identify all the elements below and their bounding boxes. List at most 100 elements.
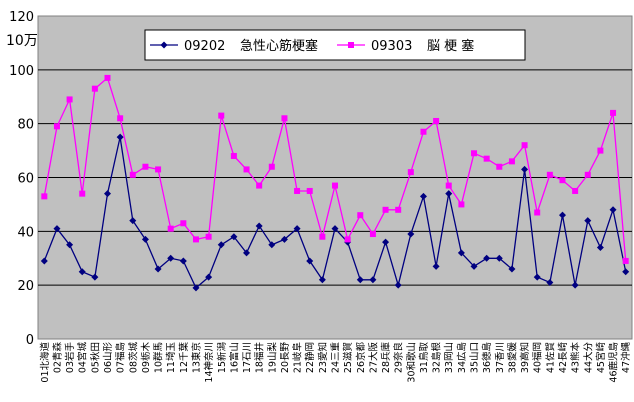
data-point xyxy=(40,257,48,265)
data-point xyxy=(205,273,213,281)
data-point xyxy=(78,268,86,276)
x-tick-label: 46鹿児島 xyxy=(608,342,620,383)
data-point xyxy=(356,276,364,284)
x-tick-label: 40福岡 xyxy=(532,342,544,373)
data-point xyxy=(572,187,579,194)
data-point xyxy=(622,268,630,276)
data-point xyxy=(369,231,376,238)
x-tick-label: 42長崎 xyxy=(557,342,569,374)
x-tick-label: 33岡山 xyxy=(444,342,455,373)
data-point xyxy=(142,163,149,170)
y-tick-label: 120 xyxy=(9,10,34,25)
data-point xyxy=(419,192,427,200)
data-point xyxy=(319,233,326,240)
gridlines xyxy=(38,69,632,286)
x-tick-label: 24三重 xyxy=(330,342,342,374)
data-point xyxy=(596,243,604,251)
data-point xyxy=(180,220,187,227)
data-point xyxy=(116,133,124,141)
data-point xyxy=(255,222,263,230)
x-tick-label: 39高知 xyxy=(519,342,531,373)
x-tick-label: 08茨城 xyxy=(127,342,139,374)
data-point xyxy=(179,257,187,265)
data-point xyxy=(281,115,288,122)
x-tick-label: 30和歌山 xyxy=(405,342,417,383)
data-point xyxy=(521,165,529,173)
data-point xyxy=(141,235,149,243)
x-tick-label: 15新潟 xyxy=(216,342,228,373)
data-point xyxy=(91,273,99,281)
x-tick-label: 20長野 xyxy=(280,342,291,374)
data-point xyxy=(382,238,390,246)
data-point xyxy=(445,190,453,198)
data-point xyxy=(382,206,389,213)
x-tick-label: 28兵庫 xyxy=(380,342,392,374)
data-point xyxy=(91,85,98,92)
data-point xyxy=(471,150,478,157)
x-tick-label: 18福井 xyxy=(254,342,266,373)
data-point xyxy=(559,177,566,184)
x-tick-label: 44大分 xyxy=(582,342,594,374)
data-point xyxy=(534,209,541,216)
x-tick-label: 06山形 xyxy=(102,342,114,374)
data-point xyxy=(508,158,515,165)
x-tick-label: 10群馬 xyxy=(153,342,165,373)
data-point xyxy=(268,163,275,170)
data-point xyxy=(521,142,528,149)
x-tick-label: 34広島 xyxy=(456,342,468,373)
data-point xyxy=(66,241,74,249)
data-point xyxy=(280,235,288,243)
data-point xyxy=(192,284,200,292)
legend-label: 急性心筋梗塞 xyxy=(240,38,318,54)
x-tick-label: 05秋田 xyxy=(89,342,101,373)
data-point xyxy=(332,182,338,189)
data-point xyxy=(458,201,465,208)
x-tick-label: 47沖縄 xyxy=(620,342,632,374)
x-tick-label: 45宮崎 xyxy=(595,342,607,374)
y-tick-label: 40 xyxy=(17,225,34,240)
x-tick-label: 32島根 xyxy=(431,342,443,374)
x-tick-label: 38愛媛 xyxy=(506,342,518,374)
x-tick-label: 16富山 xyxy=(228,342,240,373)
data-point xyxy=(243,249,251,257)
x-tick-label: 26京都 xyxy=(355,342,367,374)
data-point xyxy=(432,262,440,270)
data-point xyxy=(445,182,452,189)
x-tick-label: 22静岡 xyxy=(304,342,316,373)
data-point xyxy=(395,206,402,213)
data-point xyxy=(407,169,414,176)
x-tick-label: 23愛知 xyxy=(317,342,329,373)
data-point xyxy=(470,262,478,270)
data-point xyxy=(533,273,541,281)
data-point xyxy=(53,123,60,130)
data-point xyxy=(294,187,301,194)
data-point xyxy=(104,74,111,81)
series-acute-mi xyxy=(40,133,630,292)
y-tick-label: 20 xyxy=(17,279,34,294)
data-point xyxy=(433,117,440,124)
y-tick-label: 0 xyxy=(26,333,34,348)
data-point xyxy=(268,241,276,249)
data-point xyxy=(66,96,73,103)
y-axis: 0 20 40 60 80 100 120 xyxy=(9,10,34,348)
data-point xyxy=(420,128,427,135)
data-point xyxy=(230,233,238,241)
data-point xyxy=(597,147,604,154)
data-point xyxy=(394,281,402,289)
series-cerebral-infarction xyxy=(41,74,629,264)
x-tick-label: 21岐阜 xyxy=(292,342,304,373)
data-point xyxy=(357,212,364,219)
x-tick-label: 43熊本 xyxy=(570,342,582,374)
data-point xyxy=(41,193,48,200)
data-point xyxy=(584,171,591,178)
data-point xyxy=(571,281,579,289)
legend-marker xyxy=(348,42,354,48)
data-point xyxy=(318,276,326,284)
legend-marker xyxy=(160,41,168,49)
x-tick-label: 12千葉 xyxy=(178,342,190,374)
data-point xyxy=(155,166,162,173)
x-tick-label: 11埼玉 xyxy=(165,342,177,374)
data-point xyxy=(205,233,212,240)
legend-box xyxy=(144,29,526,61)
data-point xyxy=(483,254,491,262)
